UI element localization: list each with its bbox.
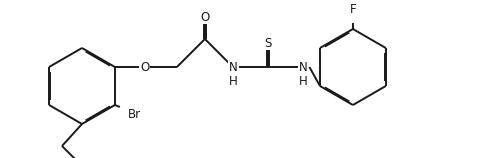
Text: N: N — [229, 61, 237, 73]
Text: S: S — [264, 36, 272, 49]
Text: O: O — [200, 10, 209, 24]
Text: H: H — [299, 75, 308, 88]
Text: H: H — [229, 75, 237, 88]
Text: O: O — [140, 61, 149, 73]
Text: N: N — [299, 61, 308, 73]
Text: F: F — [350, 3, 356, 15]
Text: Br: Br — [128, 107, 141, 121]
